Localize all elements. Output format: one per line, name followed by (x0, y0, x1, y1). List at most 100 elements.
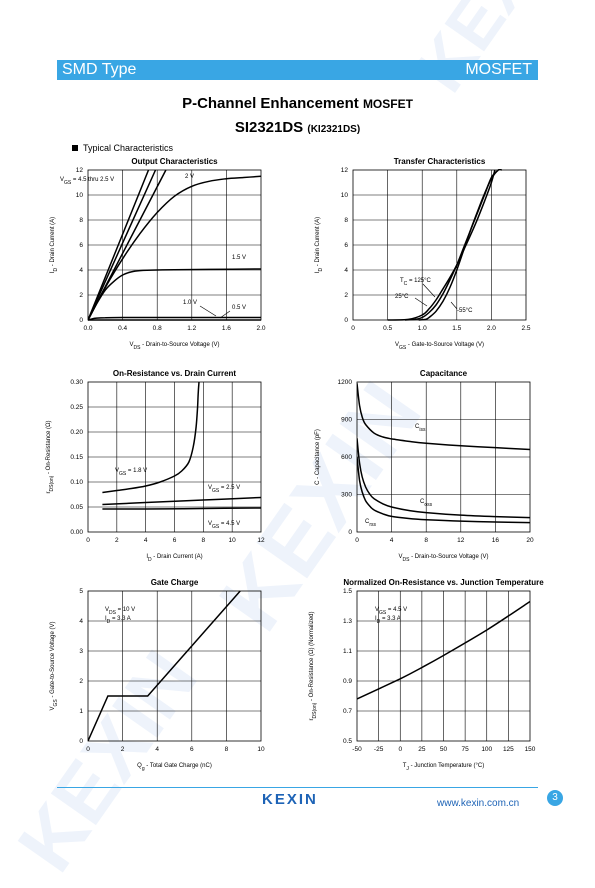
y-tick-label: 0 (79, 738, 83, 745)
y-tick-label: 0.05 (70, 504, 83, 511)
y-axis-label: ID - Drain Current (A) (50, 217, 59, 273)
x-tick-label: 100 (481, 746, 492, 753)
x-tick-label: 2 (115, 537, 119, 544)
series-line-1-5-v (88, 268, 261, 321)
x-tick-label: 1.6 (222, 325, 231, 332)
y-axis-label: rDS(on) - On-Resistance (Ω) (Normalized) (309, 611, 318, 720)
x-tick-label: 0.0 (83, 325, 92, 332)
leader-125c (422, 283, 436, 298)
chart-capacitance: 0 4 8 12 16 20 0 300 600 900 1200 Capacitance VDS - … (315, 369, 534, 563)
y-tick-label: 4 (79, 618, 83, 625)
page-title: P-Channel Enhancement MOSFET (0, 95, 595, 112)
y-tick-label: 0.00 (70, 529, 83, 536)
x-tick-label: 25 (418, 746, 426, 753)
y-tick-label: 4 (344, 267, 348, 274)
x-tick-label: 4 (144, 537, 148, 544)
annotation-55-c: -55°C (457, 308, 473, 314)
x-tick-label: 1.5 (452, 325, 461, 332)
y-tick-label: 1200 (338, 379, 353, 386)
y-tick-label: 0.20 (70, 429, 83, 436)
plot-frame (87, 381, 262, 533)
x-tick-label: 10 (257, 746, 265, 753)
chart-transfer-characteristics: 0 0.5 1.0 1.5 2.0 2.5 0 2 4 6 8 10 12 Transfer Charac… (315, 157, 531, 351)
y-tick-label: 1.3 (343, 618, 352, 625)
y-tick-label: 0.25 (70, 404, 83, 411)
x-tick-label: 2.0 (256, 325, 265, 332)
y-tick-label: 0.15 (70, 454, 83, 461)
leader-1-0v (219, 310, 231, 319)
chart-gate-charge: 0 2 4 6 8 10 0 1 2 3 4 5 Gate Charge Qg - Total Gate … (50, 578, 265, 772)
annotation-2-v: 2 V (185, 174, 194, 180)
section-label: Typical Characteristics (83, 143, 174, 153)
chart-title: Capacitance (420, 369, 468, 378)
series-line-v-gs-4-5-v (102, 507, 261, 510)
x-tick-label: 6 (190, 746, 194, 753)
title-suffix: MOSFET (362, 97, 413, 111)
series-line-55-c (418, 169, 502, 321)
y-tick-label: 8 (344, 217, 348, 224)
series-line-c-oss (357, 438, 530, 519)
plot-frame (356, 590, 531, 742)
annotation-v-gs-2-5-v: VGS = 2.5 V (208, 485, 240, 494)
x-tick-label: 4 (390, 537, 394, 544)
y-tick-label: 2 (79, 678, 83, 685)
x-axis-label: TJ - Junction Temperature (°C) (403, 763, 485, 772)
annotation-v-gs-4-5-v: VGS = 4.5 V (375, 607, 407, 616)
y-tick-label: 6 (344, 242, 348, 249)
watermark-upper: KEXIN (400, 0, 588, 106)
annotation-i-d-3-3-a: ID = 3.3 A (105, 616, 131, 625)
annotation-v-gs-4-5-v: VGS = 4.5 V (208, 521, 240, 530)
x-tick-label: 2.5 (521, 325, 530, 332)
series-line-v-gs (88, 590, 241, 742)
y-tick-label: 12 (341, 167, 349, 174)
x-tick-label: 0.4 (118, 325, 127, 332)
x-tick-label: -50 (352, 746, 362, 753)
chart-title: Transfer Characteristics (394, 157, 486, 166)
part-number: SI2321DS (KI2321DS) (0, 119, 595, 136)
x-axis-label: VDS - Drain-to-Source Voltage (V) (399, 554, 489, 563)
x-tick-label: 12 (257, 537, 265, 544)
y-tick-label: 600 (341, 454, 352, 461)
y-tick-label: 1.1 (343, 648, 352, 655)
y-axis-label: ID - Drain Current (A) (315, 217, 324, 273)
y-tick-label: 1.5 (343, 588, 352, 595)
y-tick-label: 2 (344, 292, 348, 299)
leader-minus55c (450, 301, 458, 310)
annotation-t-c-125-c: TC = 125°C (400, 278, 432, 287)
leader-25c (414, 297, 428, 307)
y-tick-label: 2 (79, 292, 83, 299)
part-alt: (KI2321DS) (307, 124, 361, 135)
y-tick-label: 0.30 (70, 379, 83, 386)
y-tick-label: 3 (79, 648, 83, 655)
annotation-1-5-v: 1.5 V (232, 255, 246, 261)
bullet-square-icon (72, 145, 78, 151)
x-tick-label: 1.0 (418, 325, 427, 332)
x-tick-label: 0 (86, 537, 90, 544)
x-tick-label: 150 (525, 746, 536, 753)
annotation-v-gs-1-8-v: VGS = 1.8 V (115, 468, 147, 477)
x-tick-label: 0 (86, 746, 90, 753)
series-line-v-gs-2-5-v (102, 496, 261, 506)
x-tick-label: 0 (398, 746, 402, 753)
x-tick-label: 8 (202, 537, 206, 544)
y-tick-label: 0.5 (343, 738, 352, 745)
y-tick-label: 5 (79, 588, 83, 595)
y-tick-label: 1 (79, 708, 83, 715)
x-tick-label: 10 (229, 537, 237, 544)
y-axis-label: rDS(on) - On-Resistance (Ω) (46, 420, 55, 493)
chart-on-resistance-vs-drain-current: 0 2 4 6 8 10 12 0.00 0.05 0.10 0.15 0.20 0.25 0.30 On-… (46, 369, 265, 563)
x-tick-label: 1.2 (187, 325, 196, 332)
x-axis-label: VGS - Gate-to-Source Voltage (V) (395, 342, 484, 351)
annotation-v-ds-10-v: VDS = 10 V (105, 607, 135, 616)
header-mosfet: MOSFET (465, 61, 532, 78)
footer-url[interactable]: www.kexin.com.cn (437, 798, 520, 809)
series-line-c-rss (357, 456, 530, 524)
y-tick-label: 0.9 (343, 678, 352, 685)
chart-normalized-on-resistance: -50 -25 0 25 50 75 100 125 150 0.5 0.7 0.9 1.1 1.3 1.5… (309, 578, 544, 772)
plot-frame (352, 169, 527, 321)
x-tick-label: 2 (121, 746, 125, 753)
annotation-0-5-v: 0.5 V (232, 305, 246, 311)
chart-title: On-Resistance vs. Drain Current (113, 369, 236, 378)
annotation-v-gs-4-5-thru-2-5-v: VGS = 4.5 thru 2.5 V (60, 177, 114, 186)
chart-output-characteristics: 0.0 0.4 0.8 1.2 1.6 2.0 0 2 4 6 8 10 12 Output Charac… (50, 157, 266, 351)
